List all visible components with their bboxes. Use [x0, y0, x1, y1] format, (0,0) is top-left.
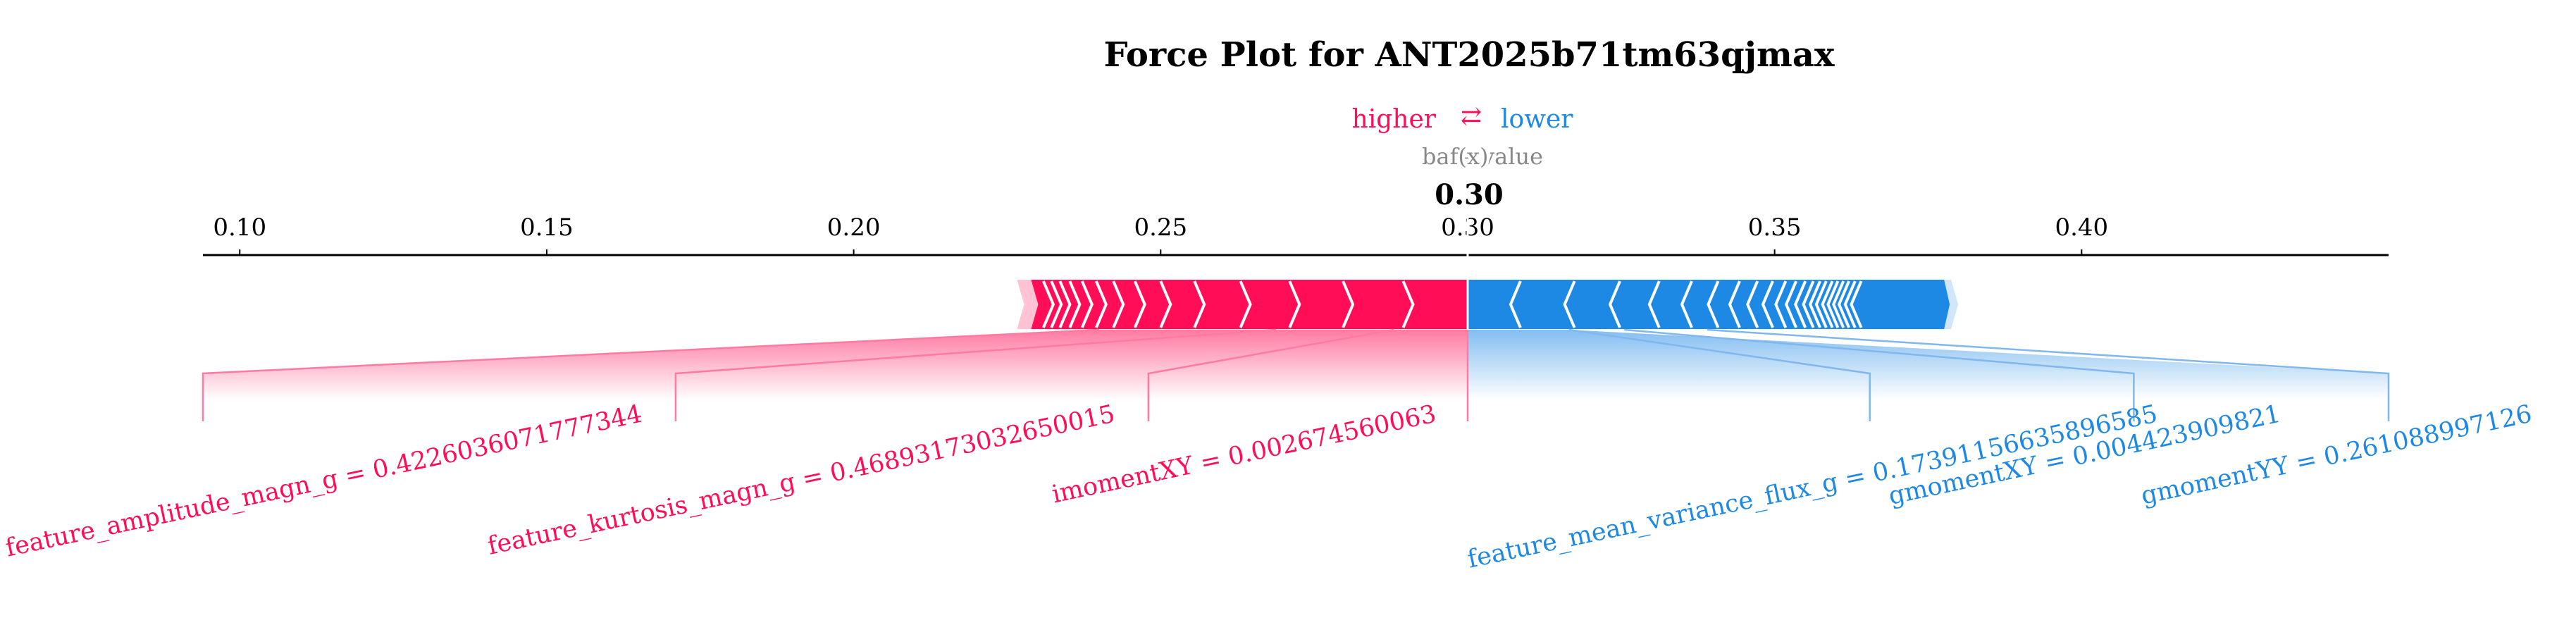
force-bars — [1017, 211, 1959, 329]
positive-chevron — [1058, 280, 1072, 328]
positive-chevron — [1342, 280, 1355, 328]
negative-chevron — [1826, 280, 1840, 328]
negative-chevron — [1802, 280, 1815, 328]
feature-connectors — [202, 328, 2390, 421]
positive-connector-line — [674, 328, 1277, 421]
positive-chevron — [1042, 280, 1055, 328]
positive-chevron — [1112, 280, 1125, 328]
negative-chevron — [1850, 280, 1863, 328]
negative-chevron — [1746, 280, 1759, 328]
base-value-label: base value — [1422, 143, 1543, 170]
fx-label: f(x) — [1450, 143, 1489, 170]
negative-chevron — [1761, 280, 1774, 328]
negative-chevron — [1608, 280, 1621, 328]
negative-chevron — [1837, 280, 1850, 328]
negative-connector-shade — [1467, 330, 2389, 400]
negative-connector-line — [1624, 328, 2135, 421]
positive-connector-line — [1147, 328, 1394, 421]
negative-chevron — [1814, 280, 1828, 328]
negative-chevron — [1794, 280, 1807, 328]
legend-lower-label: lower — [1501, 105, 1573, 134]
negative-chevron — [1843, 280, 1857, 328]
negative-connector-line — [1568, 328, 1871, 421]
negative-chevron — [1509, 280, 1522, 328]
positive-chevron — [1050, 280, 1063, 328]
legend-arrows-icon: ⇄ — [1461, 102, 1482, 131]
feature-label: feature_mean_variance_flux_g = 0.1739115… — [1465, 400, 2160, 574]
x-tick-label: 0.35 — [1748, 213, 1802, 242]
positive-chevron — [1094, 280, 1108, 328]
positive-chevron — [1080, 280, 1094, 328]
negative-connector-line — [1707, 328, 2390, 421]
output-value: 0.30 — [1435, 178, 1503, 211]
positive-connector-shade — [203, 330, 1468, 400]
positive-chevron — [1159, 280, 1172, 328]
negative-chevron — [1784, 280, 1797, 328]
negative-chevron — [1707, 280, 1720, 328]
x-axis-ticks: 0.10 0.15 0.20 0.25 0.30 0.35 0.40 — [203, 213, 2389, 256]
negative-chevron — [1647, 280, 1661, 328]
negative-chevron — [1821, 280, 1834, 328]
legend: higher ⇄ lower — [1352, 102, 1574, 134]
negative-chevron — [1808, 280, 1821, 328]
negative-chevron — [1563, 280, 1576, 328]
x-tick-label: 0.15 — [520, 213, 574, 242]
negative-chevron — [1680, 280, 1693, 328]
negative-chevron — [1728, 280, 1741, 328]
positive-chevron — [1401, 280, 1415, 328]
x-tick-label: 0.25 — [1134, 213, 1187, 242]
feature-labels: feature_amplitude_magn_g = 0.42260360717… — [3, 400, 2534, 574]
positive-chevron — [1193, 280, 1206, 328]
positive-chevron — [1239, 280, 1252, 328]
positive-chevron — [1068, 280, 1082, 328]
legend-higher-label: higher — [1352, 105, 1437, 134]
positive-chevron — [1288, 280, 1301, 328]
negative-chevron — [1832, 280, 1845, 328]
negative-chevron — [1774, 280, 1788, 328]
x-tick-label: 0.20 — [827, 213, 881, 242]
chart-title: Force Plot for ANT2025b71tm63qjmax — [1103, 35, 1834, 75]
x-tick-label: 0.10 — [213, 213, 266, 242]
x-tick-label: 0.40 — [2055, 213, 2108, 242]
positive-connector-line — [202, 328, 1100, 421]
positive-chevron — [1133, 280, 1146, 328]
